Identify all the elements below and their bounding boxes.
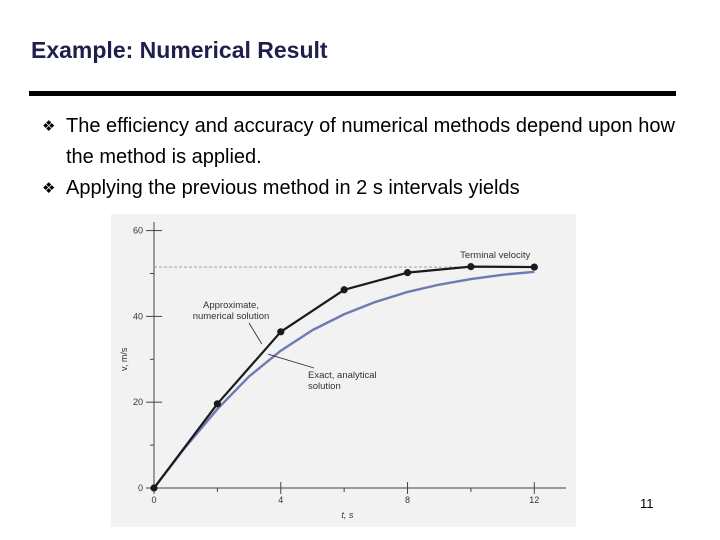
- chart-canvas: 0 20 40 60 0 4 8 12 t, s v, m/s Terminal velocity…: [119, 222, 566, 520]
- numerical-annotation-leader: [248, 322, 263, 345]
- x-tick-label: 0: [151, 495, 156, 505]
- x-tick-label: 4: [278, 495, 283, 505]
- title-divider: [29, 91, 676, 96]
- y-tick-label: 20: [133, 397, 143, 407]
- y-tick-label: 0: [138, 483, 143, 493]
- y-tick-label: 60: [133, 226, 143, 236]
- terminal-velocity-label: Terminal velocity: [460, 250, 530, 261]
- slide-title: Example: Numerical Result: [31, 37, 328, 63]
- numerical-data-point: [340, 286, 348, 294]
- chart-axes: 0 20 40 60 0 4 8 12 t, s v, m/s: [119, 222, 566, 520]
- velocity-chart: 0 20 40 60 0 4 8 12 t, s v, m/s Terminal velocity…: [111, 214, 576, 527]
- numerical-data-point: [530, 263, 538, 271]
- bullet-item: ❖ Applying the previous method in 2 s in…: [42, 173, 682, 204]
- bullet-text: The efficiency and accuracy of numerical…: [66, 115, 675, 168]
- y-tick-label: 40: [133, 311, 143, 321]
- bullet-icon: ❖: [42, 179, 56, 197]
- terminal-velocity-layer: Terminal velocity: [154, 250, 535, 268]
- y-axis-label: v, m/s: [119, 347, 129, 371]
- x-tick-label: 8: [405, 495, 410, 505]
- analytical-annotation-text: solution: [308, 381, 341, 392]
- x-tick-label: 12: [529, 495, 539, 505]
- page-number: 11: [640, 496, 654, 511]
- bullet-icon: ❖: [42, 117, 56, 135]
- analytical-solution-line: [153, 270, 535, 489]
- bullet-text: Applying the previous method in 2 s inte…: [66, 177, 520, 199]
- numerical-data-point: [150, 484, 158, 492]
- numerical-data-point: [467, 263, 475, 271]
- bullet-list: ❖ The efficiency and accuracy of numeric…: [42, 111, 682, 204]
- numerical-annotation-text: numerical solution: [193, 311, 270, 322]
- analytical-annotation-text: Exact, analytical: [308, 370, 377, 381]
- numerical-data-point: [277, 328, 285, 336]
- bullet-item: ❖ The efficiency and accuracy of numeric…: [42, 111, 682, 173]
- analytical-annotation-leader: [267, 353, 315, 369]
- x-axis-label: t, s: [341, 510, 354, 520]
- numerical-data-point: [403, 269, 412, 277]
- numerical-data-point: [213, 400, 221, 408]
- numerical-annotation-text: Approximate,: [203, 300, 259, 311]
- series-layer: [150, 263, 538, 492]
- annotation-layer: Approximate,numerical solution Exact, ana…: [193, 300, 377, 392]
